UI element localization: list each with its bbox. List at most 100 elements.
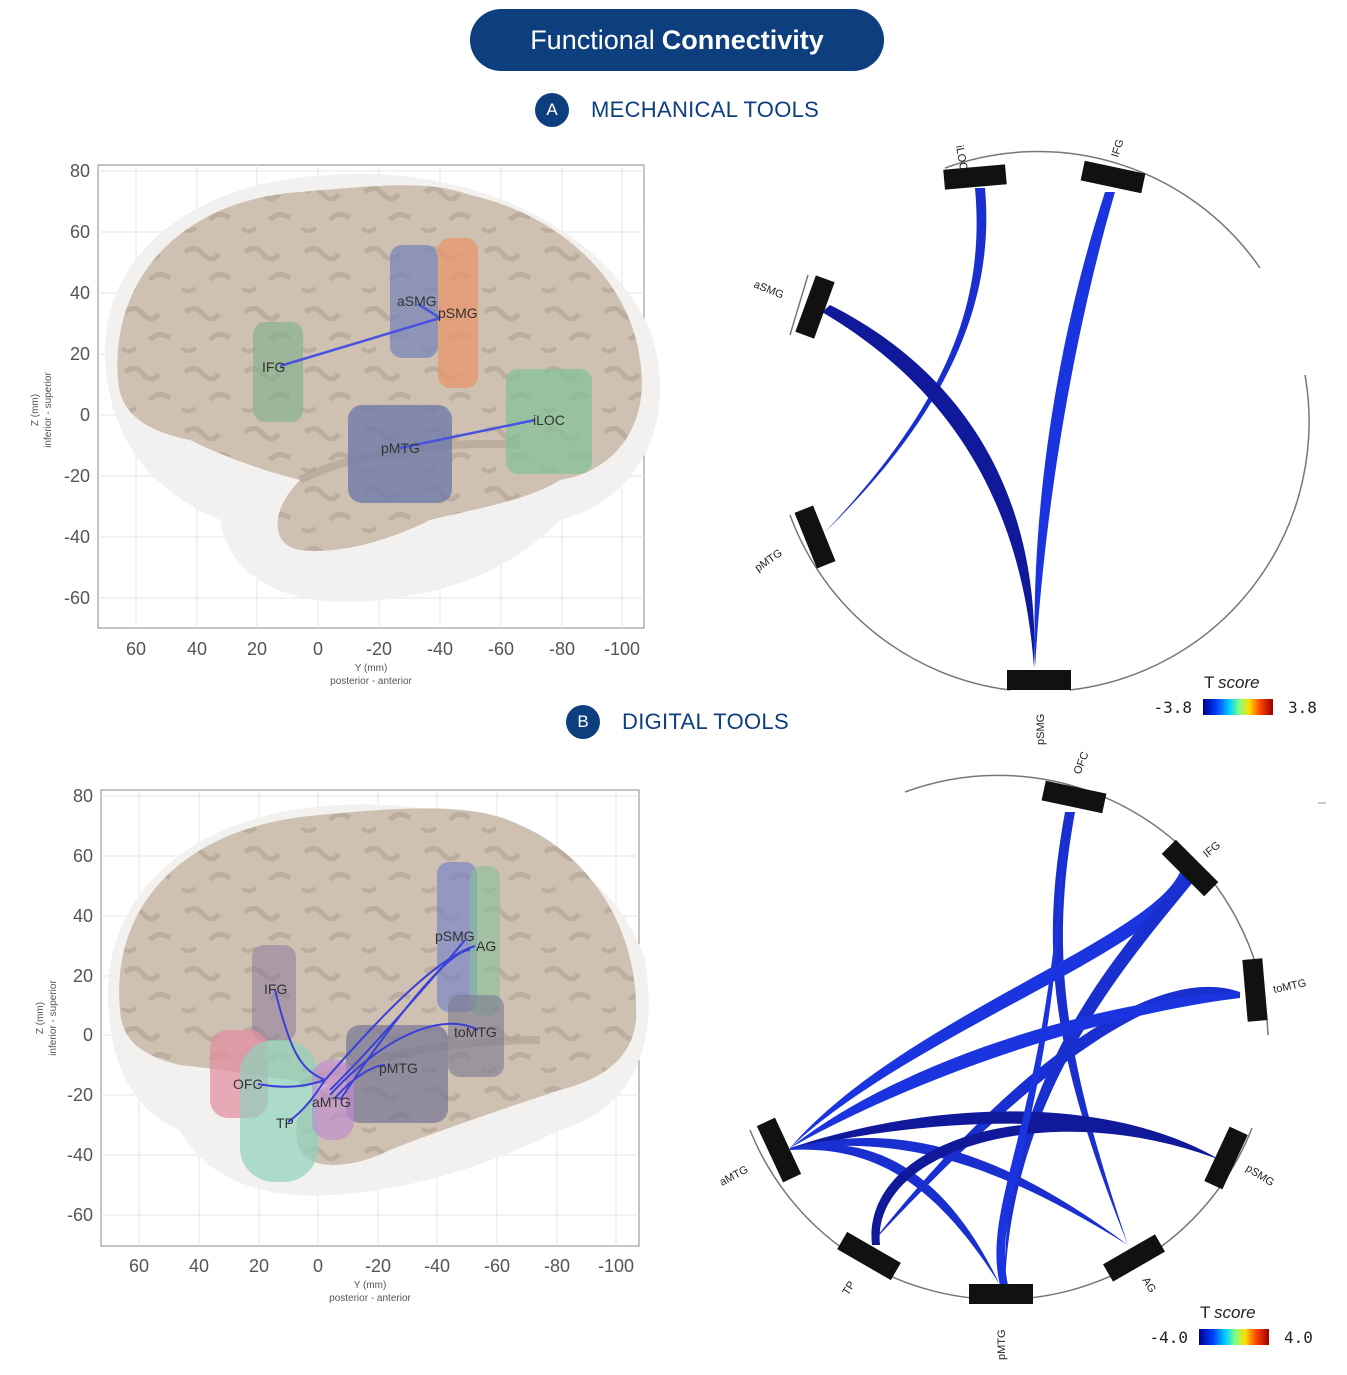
z-tick: 60 [73,846,93,866]
brain-edges-b [257,939,479,1123]
chord-node-ifg [1080,160,1146,194]
brain-label-tp-b: TP [276,1115,294,1131]
chord-node-pmtg [794,505,836,569]
colorbar-max-b: 4.0 [1284,1328,1313,1347]
z-tick: 0 [80,405,90,425]
roi-psmg [438,238,478,388]
y-axis-label-b: Y (mm) [354,1280,387,1291]
y-tick: -40 [424,1256,450,1276]
z-ticks-a: 80 60 40 20 0 -20 -40 -60 [64,161,90,608]
brain-edge [339,949,471,1101]
chord-label-tp: TP [840,1279,858,1297]
y-tick: -100 [604,639,640,659]
chord-label-ifg: IFG [1109,138,1126,159]
brain-label-pmtg: pMTG [381,440,420,456]
chord-node-amtg [756,1117,802,1183]
chord-ribbon [790,1144,1000,1285]
z-tick: -20 [67,1085,93,1105]
chord-ribbon [790,1111,1220,1160]
chord-node-ifg [1161,839,1219,897]
z-tick: 40 [73,906,93,926]
roi-tomtg-b [448,995,504,1077]
title-pill: Functional Connectivity [470,9,884,71]
z-axis-label-b: Z (mm) [35,1002,46,1034]
section-b-header: B DIGITAL TOOLS [566,705,789,739]
y-tick: 20 [247,639,267,659]
panel-a-chord-diagram: iLOC IFG aSMG pMTG pSMG T score -3.8 3.8 [752,138,1317,745]
chord-ring-arc [1069,374,1310,691]
colorbar-title-plain-b: T [1200,1303,1210,1322]
roi-psmg-b [437,862,477,1012]
z-tick: -20 [64,466,90,486]
brain-label-ag-b: AG [476,938,496,954]
brain-edge-ifg-psmg [279,316,441,368]
chord-ring-arc [944,150,1261,269]
brain-label-asmg: aSMG [397,293,437,309]
z-tick: -40 [67,1145,93,1165]
panel-a-brain-plot: aSMG pSMG IFG iLOC pMTG 80 60 40 20 0 -2… [30,161,660,687]
brain-label-ofc-b: OFC [233,1076,263,1092]
colorbar-min-a: -3.8 [1153,698,1192,717]
z-tick: 0 [83,1025,93,1045]
colorbar-title-plain-a: T [1204,673,1214,692]
y-axis-sublabel-b: posterior - anterior [329,1293,411,1304]
y-ticks-a: 60 40 20 0 -20 -40 -60 -80 -100 [126,639,640,659]
chord-ribbon [996,812,1065,1285]
panel-b-brain-plot: pSMG AG IFG toMTG pMTG OFC aMTG TP 80 60… [35,786,649,1304]
roi-tp-b [240,1040,318,1182]
colorbar-a [1203,699,1273,715]
y-tick: -20 [366,639,392,659]
chord-ribbon-asmg-psmg [822,305,1035,668]
chord-ribbon [790,872,1190,1148]
brain-label-tomtg-b: toMTG [454,1024,497,1040]
brain-label-amtg-b: aMTG [312,1094,351,1110]
chord-ribbon [790,1137,1128,1245]
brain-label-iloc: iLOC [533,412,565,428]
z-ticks-b: 80 60 40 20 0 -20 -40 -60 [67,786,93,1225]
roi-ifg [253,322,303,422]
y-tick: -60 [484,1256,510,1276]
y-tick: -40 [427,639,453,659]
chord-label-psmg: pSMG [1035,714,1047,745]
brain-label-ifg-b: IFG [264,981,287,997]
z-axis-sublabel-b: inferior - superior [48,980,59,1056]
brain-edge [329,1022,479,1096]
chord-ribbon [790,992,1240,1148]
y-tick: 40 [187,639,207,659]
brain-edge [274,989,326,1081]
z-tick: -60 [64,588,90,608]
z-tick: 20 [70,344,90,364]
brain-edge-pmtg-iloc [399,418,536,450]
brain-edge-asmg-psmg [417,302,441,320]
chord-node-psmg [1204,1126,1248,1190]
roi-pmtg-b [346,1025,448,1123]
brain-edge [287,1079,326,1123]
brain-edge [334,1064,386,1099]
brain-label-psmg: pSMG [438,305,478,321]
chord-label-psmg: pSMG [1243,1162,1276,1189]
z-tick: -40 [64,527,90,547]
z-tick: 40 [70,283,90,303]
z-axis-label-a: Z (mm) [30,394,41,426]
y-tick: 60 [126,639,146,659]
chord-label-iloc: iLOC [953,144,969,171]
chord-ribbon-ifg-psmg [1034,192,1115,668]
y-ticks-b: 60 40 20 0 -20 -40 -60 -80 -100 [129,1256,634,1276]
chord-label-asmg: aSMG [752,279,785,302]
chord-label-ag: AG [1139,1275,1158,1295]
brain-label-pmtg-b: pMTG [379,1060,418,1076]
chord-node-asmg [795,275,835,339]
chord-label-ifg: IFG [1201,839,1223,860]
title-light: Functional [530,24,655,55]
colorbar-title-italic-b: score [1214,1303,1256,1322]
y-tick: -100 [598,1256,634,1276]
brain-surface-b [119,808,637,1165]
panel-b-chord-diagram: OFC IFG toMTG pSMG AG pMTG TP aMTG T sco… [718,750,1326,1360]
y-tick: 0 [313,1256,323,1276]
chord-label-pmtg: pMTG [996,1329,1008,1360]
colorbar-min-b: -4.0 [1149,1328,1188,1347]
z-axis-sublabel-a: inferior - superior [43,372,54,448]
y-axis-sublabel-a: posterior - anterior [330,676,412,687]
roi-ifg-b [252,945,296,1041]
